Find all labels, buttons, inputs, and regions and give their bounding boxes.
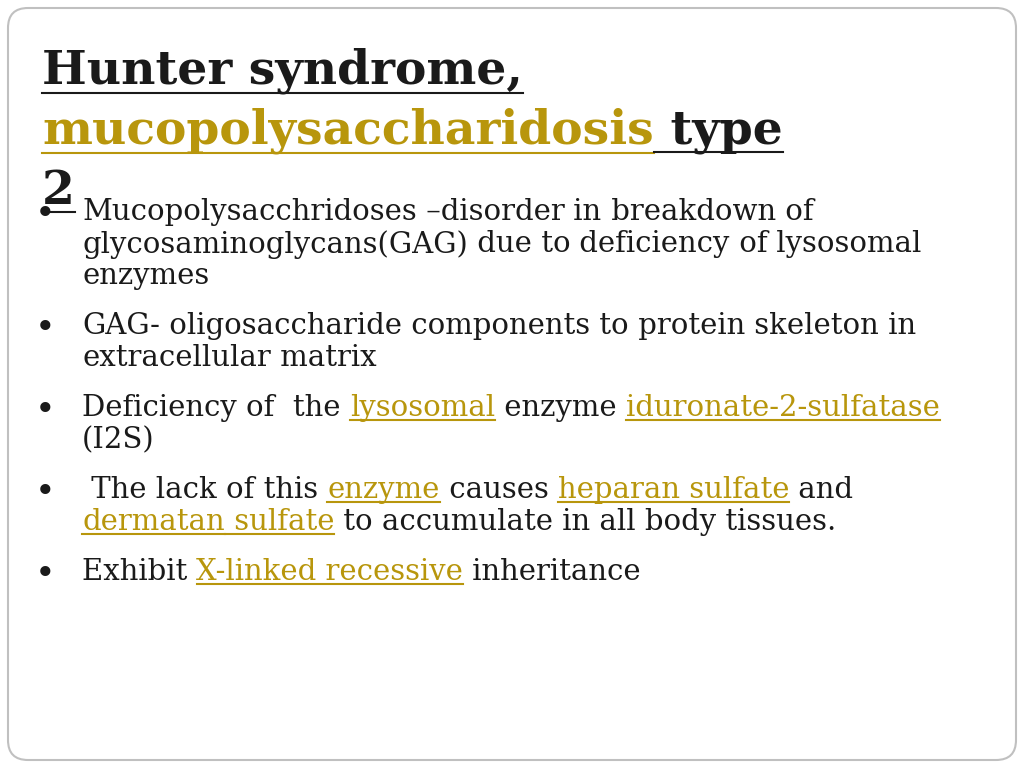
Text: iduronate-2-sulfatase: iduronate-2-sulfatase (626, 394, 940, 422)
Text: deficiency: deficiency (570, 230, 730, 258)
Text: extracellular: extracellular (82, 344, 270, 372)
Text: enzymes: enzymes (82, 262, 209, 290)
Text: to: to (590, 312, 629, 340)
Text: X-linked recessive: X-linked recessive (197, 558, 464, 586)
Text: and: and (790, 476, 862, 504)
Text: to: to (531, 230, 570, 258)
Text: enzyme: enzyme (495, 394, 626, 422)
FancyBboxPatch shape (8, 8, 1016, 760)
Text: oligosaccharide: oligosaccharide (160, 312, 401, 340)
Text: •: • (35, 558, 55, 592)
Text: enzyme: enzyme (328, 476, 439, 504)
Text: components: components (401, 312, 590, 340)
Text: Deficiency of  the: Deficiency of the (82, 394, 350, 422)
Text: of: of (730, 230, 767, 258)
Text: breakdown: breakdown (602, 198, 776, 226)
Text: –disorder: –disorder (417, 198, 564, 226)
Text: dermatan: dermatan (82, 508, 224, 536)
Text: matrix: matrix (270, 344, 377, 372)
Text: Mucopolysacchridoses: Mucopolysacchridoses (82, 198, 417, 226)
Text: •: • (35, 198, 55, 232)
Text: causes: causes (439, 476, 558, 504)
Text: heparan sulfate: heparan sulfate (558, 476, 790, 504)
Text: in: in (879, 312, 915, 340)
Text: (I2S): (I2S) (82, 426, 155, 454)
Text: 2: 2 (42, 168, 75, 214)
Text: •: • (35, 394, 55, 428)
Text: protein: protein (629, 312, 744, 340)
Text: •: • (35, 476, 55, 510)
Text: to accumulate in all body tissues.: to accumulate in all body tissues. (334, 508, 837, 536)
Text: inheritance: inheritance (464, 558, 641, 586)
Text: type: type (653, 108, 782, 154)
Text: due: due (468, 230, 531, 258)
Text: The lack of this: The lack of this (82, 476, 328, 504)
Text: glycosaminoglycans(GAG): glycosaminoglycans(GAG) (82, 230, 468, 259)
Text: Hunter syndrome,: Hunter syndrome, (42, 48, 523, 94)
Text: skeleton: skeleton (744, 312, 879, 340)
Text: of: of (776, 198, 813, 226)
Text: GAG-: GAG- (82, 312, 160, 340)
Text: lysosomal: lysosomal (767, 230, 922, 258)
Text: in: in (564, 198, 602, 226)
Text: Exhibit: Exhibit (82, 558, 197, 586)
Text: sulfate: sulfate (224, 508, 334, 536)
Text: •: • (35, 312, 55, 346)
Text: mucopolysaccharidosis: mucopolysaccharidosis (42, 108, 653, 154)
Text: lysosomal: lysosomal (350, 394, 495, 422)
